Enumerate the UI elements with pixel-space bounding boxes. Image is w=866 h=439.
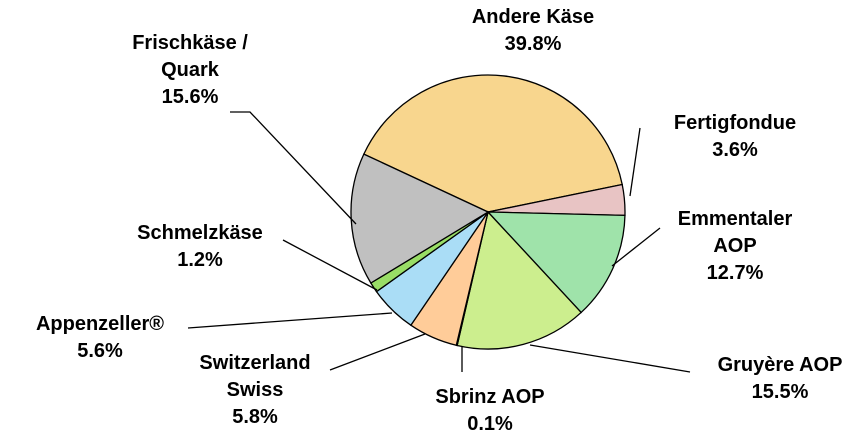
slice-label: Switzerland Swiss 5.8% bbox=[180, 350, 330, 431]
category-label: Gruyère AOP bbox=[717, 354, 843, 376]
leader-line bbox=[187, 312, 393, 329]
value-label: 15.6% bbox=[161, 86, 219, 108]
value-label: 12.7% bbox=[706, 262, 764, 284]
slice-label: Fertigfondue 3.6% bbox=[635, 110, 835, 164]
slice-label: Gruyère AOP 15.5% bbox=[680, 352, 866, 406]
category-label: Frischkäse / Quark bbox=[132, 32, 248, 81]
pie-slice bbox=[486, 211, 626, 314]
slice-label: Schmelzkäse 1.2% bbox=[100, 220, 300, 274]
leader-line bbox=[230, 111, 357, 225]
category-label: Andere Käse bbox=[471, 6, 595, 28]
value-label: 15.5% bbox=[751, 381, 809, 403]
slice-label: Andere Käse 39.8% bbox=[433, 4, 633, 58]
category-label: Schmelzkäse bbox=[137, 222, 263, 244]
value-label: 0.1% bbox=[467, 413, 513, 435]
category-label: Switzerland Swiss bbox=[199, 352, 311, 401]
category-label: Sbrinz AOP bbox=[435, 386, 545, 408]
slice-label: Appenzeller® 5.6% bbox=[0, 311, 200, 365]
slice-label: Emmentaler AOP 12.7% bbox=[670, 206, 800, 287]
pie-slice bbox=[362, 74, 623, 213]
value-label: 5.6% bbox=[77, 340, 123, 362]
value-label: 3.6% bbox=[712, 139, 758, 161]
value-label: 39.8% bbox=[504, 33, 562, 55]
leader-line bbox=[329, 333, 426, 371]
leader-line bbox=[629, 127, 641, 197]
pie-slice bbox=[456, 210, 583, 350]
leader-line bbox=[529, 344, 691, 373]
category-label: Fertigfondue bbox=[673, 112, 797, 134]
leader-lines bbox=[187, 111, 691, 373]
slices bbox=[350, 74, 626, 350]
leader-line bbox=[611, 227, 661, 267]
slice-label: Frischkäse / Quark 15.6% bbox=[110, 30, 270, 111]
value-label: 1.2% bbox=[177, 249, 223, 271]
slice-label: Sbrinz AOP 0.1% bbox=[390, 384, 590, 438]
value-label: 5.8% bbox=[232, 406, 278, 428]
category-label: Appenzeller® bbox=[35, 313, 165, 335]
category-label: Emmentaler AOP bbox=[677, 208, 793, 257]
leader-line bbox=[282, 239, 378, 291]
